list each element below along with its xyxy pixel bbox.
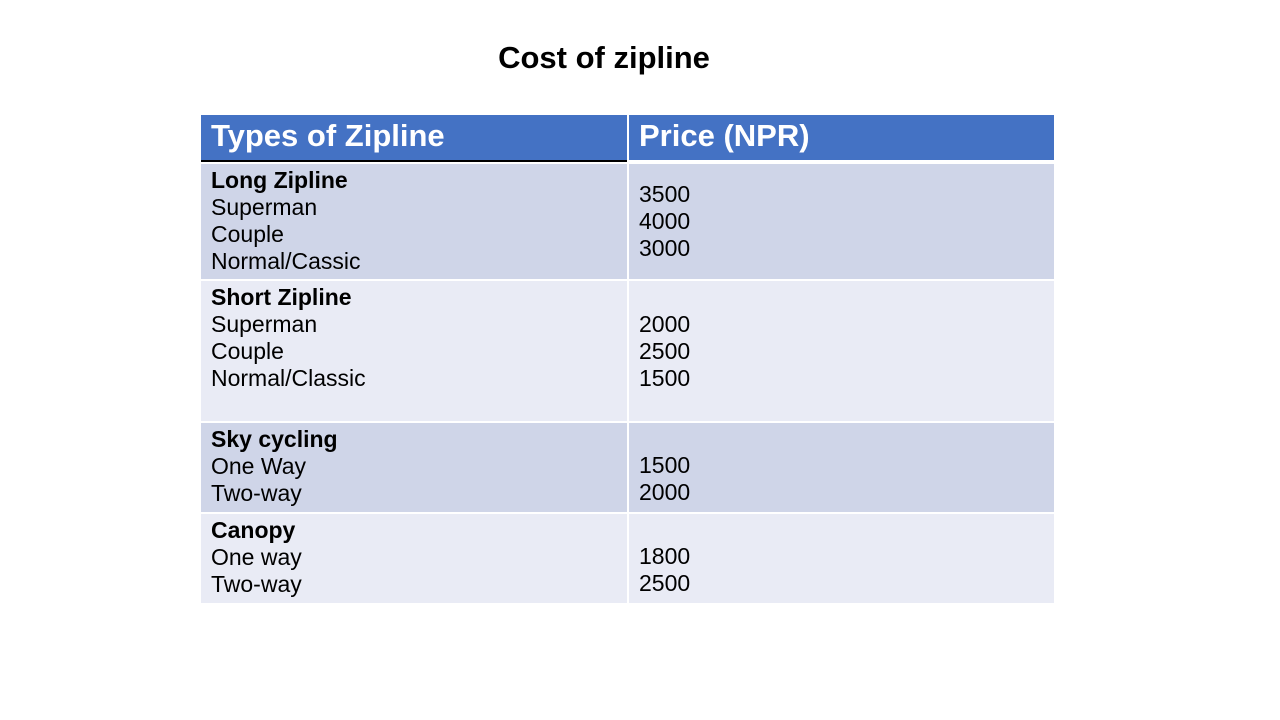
table-row: Canopy One way Two-way 1800 2500 <box>201 512 1054 603</box>
item-label: Two-way <box>211 480 302 506</box>
item-label: Normal/Cassic <box>211 248 361 274</box>
price-value: 1800 <box>639 542 691 569</box>
price-cell: 3500 4000 3000 <box>627 164 1054 279</box>
category-label: Sky cycling <box>211 426 338 452</box>
price-value: 3500 <box>639 181 691 207</box>
price-value: 2000 <box>639 310 691 337</box>
price-value: 1500 <box>639 364 691 391</box>
item-label: Two-way <box>211 571 302 597</box>
table-row: Short Zipline Superman Couple Normal/Cla… <box>201 279 1054 421</box>
price-value: 2500 <box>639 569 691 596</box>
slide-title: Cost of zipline <box>498 40 710 75</box>
header-types: Types of Zipline <box>201 115 627 162</box>
price-value: 1500 <box>639 451 691 478</box>
price-value: 2000 <box>639 478 691 505</box>
item-label: Couple <box>211 221 284 247</box>
item-label: Normal/Classic <box>211 365 366 391</box>
category-label: Canopy <box>211 517 296 543</box>
price-value: 2500 <box>639 337 691 364</box>
item-label: One Way <box>211 453 307 479</box>
table-header-row: Types of Zipline Price (NPR) <box>201 115 1054 162</box>
item-label: Superman <box>211 311 318 337</box>
item-label: Couple <box>211 338 284 364</box>
table-row: Sky cycling One Way Two-way 1500 2000 <box>201 421 1054 512</box>
header-price: Price (NPR) <box>627 115 1054 162</box>
table-row: Long Zipline Superman Couple Normal/Cass… <box>201 162 1054 279</box>
price-cell: 2000 2500 1500 <box>627 281 1054 421</box>
price-value: 4000 <box>639 208 691 234</box>
price-table: Types of Zipline Price (NPR) Long Ziplin… <box>201 115 1054 603</box>
item-label: Superman <box>211 194 318 220</box>
types-cell: Sky cycling One Way Two-way <box>201 423 627 512</box>
price-value: 3000 <box>639 235 691 261</box>
category-label: Long Zipline <box>211 167 348 193</box>
category-label: Short Zipline <box>211 284 352 310</box>
price-cell: 1800 2500 <box>627 514 1054 603</box>
price-cell: 1500 2000 <box>627 423 1054 512</box>
types-cell: Short Zipline Superman Couple Normal/Cla… <box>201 281 627 421</box>
types-cell: Canopy One way Two-way <box>201 514 627 603</box>
types-cell: Long Zipline Superman Couple Normal/Cass… <box>201 164 627 279</box>
item-label: One way <box>211 544 302 570</box>
